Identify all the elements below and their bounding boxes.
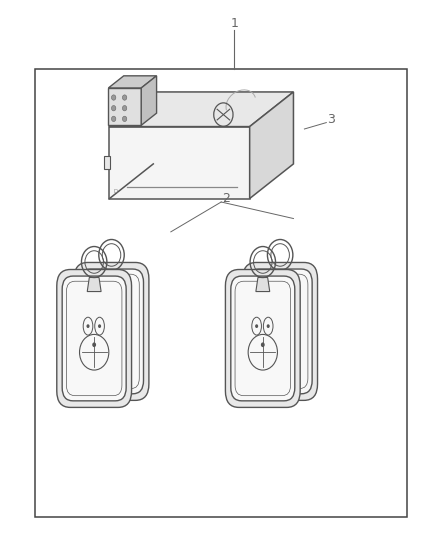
Circle shape [115, 317, 118, 321]
Circle shape [111, 116, 116, 122]
FancyBboxPatch shape [248, 269, 312, 394]
Text: 2: 2 [222, 192, 230, 205]
Circle shape [267, 324, 270, 328]
Circle shape [122, 95, 127, 100]
Bar [35, 69, 407, 517]
Circle shape [278, 335, 282, 340]
Polygon shape [250, 92, 293, 199]
Polygon shape [87, 278, 101, 292]
Circle shape [111, 95, 116, 100]
Circle shape [122, 116, 127, 122]
Circle shape [92, 342, 96, 347]
Circle shape [261, 342, 265, 347]
Circle shape [104, 317, 107, 321]
Polygon shape [256, 278, 270, 292]
Polygon shape [141, 76, 156, 125]
Circle shape [272, 317, 276, 321]
Text: 1: 1 [230, 18, 238, 30]
Circle shape [98, 324, 101, 328]
Circle shape [255, 324, 258, 328]
Polygon shape [108, 76, 156, 88]
Circle shape [122, 106, 127, 111]
Polygon shape [108, 88, 141, 125]
Circle shape [110, 335, 113, 340]
FancyBboxPatch shape [226, 270, 300, 407]
Polygon shape [110, 127, 250, 199]
Circle shape [284, 317, 287, 321]
FancyBboxPatch shape [243, 262, 318, 400]
Circle shape [86, 324, 89, 328]
Polygon shape [110, 92, 293, 127]
Text: 3: 3 [327, 114, 335, 126]
Circle shape [111, 106, 116, 111]
Polygon shape [105, 270, 118, 285]
FancyBboxPatch shape [74, 262, 149, 400]
Bar [104, 156, 110, 169]
FancyBboxPatch shape [62, 276, 126, 401]
FancyBboxPatch shape [231, 276, 295, 401]
FancyBboxPatch shape [80, 269, 144, 394]
FancyBboxPatch shape [57, 270, 131, 407]
Polygon shape [273, 270, 287, 285]
Text: D: D [113, 189, 117, 194]
